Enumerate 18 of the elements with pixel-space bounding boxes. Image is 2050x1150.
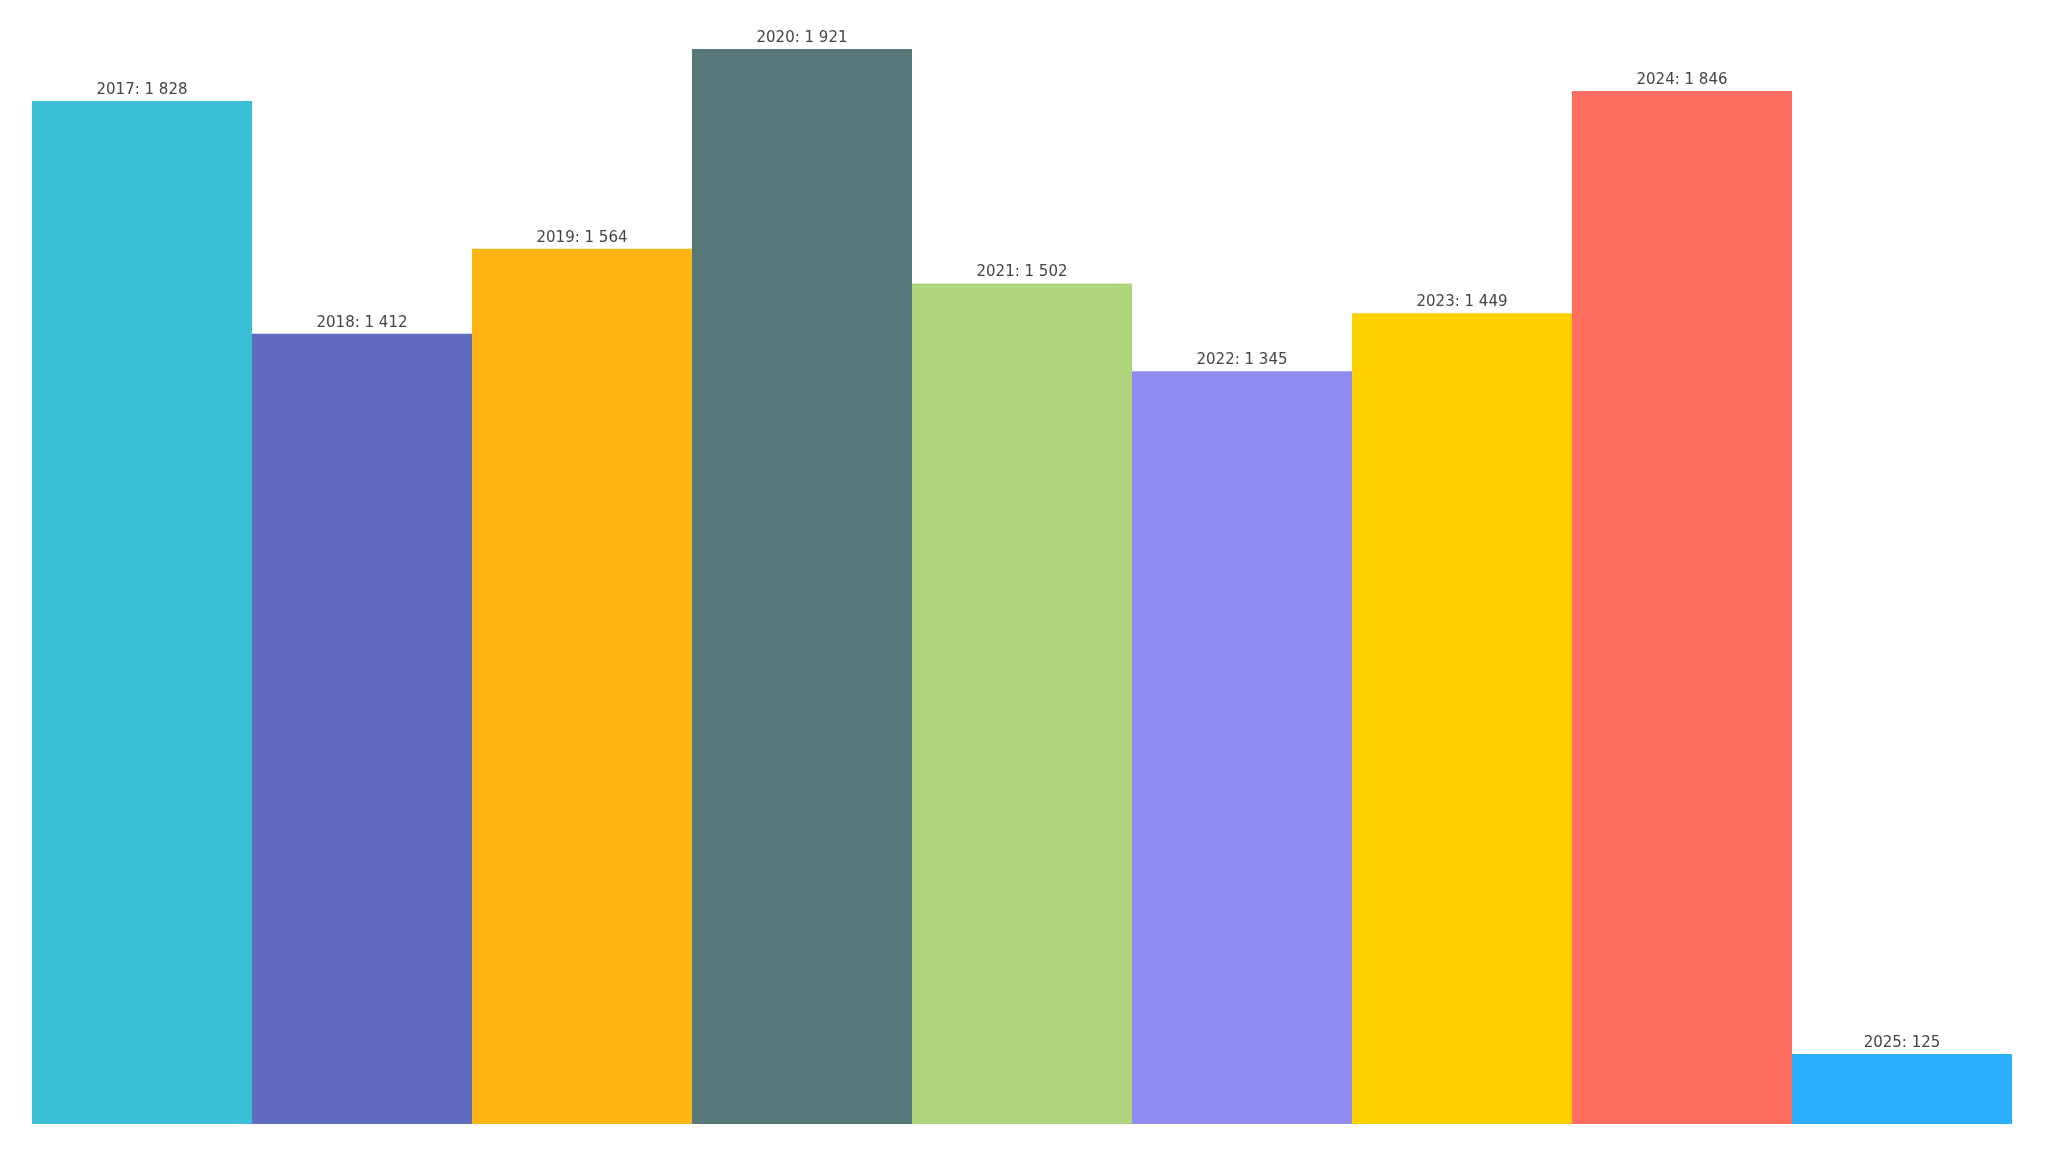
bar <box>32 101 252 1124</box>
data-label: 2021: 1 502 <box>976 262 1068 281</box>
data-label: 2022: 1 345 <box>1196 350 1288 369</box>
bar <box>692 49 912 1124</box>
bar <box>472 248 692 1124</box>
bar <box>1132 371 1352 1124</box>
bar <box>1572 90 1792 1124</box>
bar <box>912 283 1132 1124</box>
data-label: 2020: 1 921 <box>756 28 848 46</box>
bar <box>1352 313 1572 1124</box>
bar <box>1792 1054 2012 1124</box>
data-label: 2019: 1 564 <box>536 227 628 246</box>
data-label: 2018: 1 412 <box>316 312 408 331</box>
data-label: 2017: 1 828 <box>96 80 188 99</box>
data-label: 2024: 1 846 <box>1636 69 1728 88</box>
data-label: 2025: 125 <box>1863 1033 1941 1052</box>
bar <box>252 333 472 1124</box>
data-label: 2023: 1 449 <box>1416 292 1508 311</box>
